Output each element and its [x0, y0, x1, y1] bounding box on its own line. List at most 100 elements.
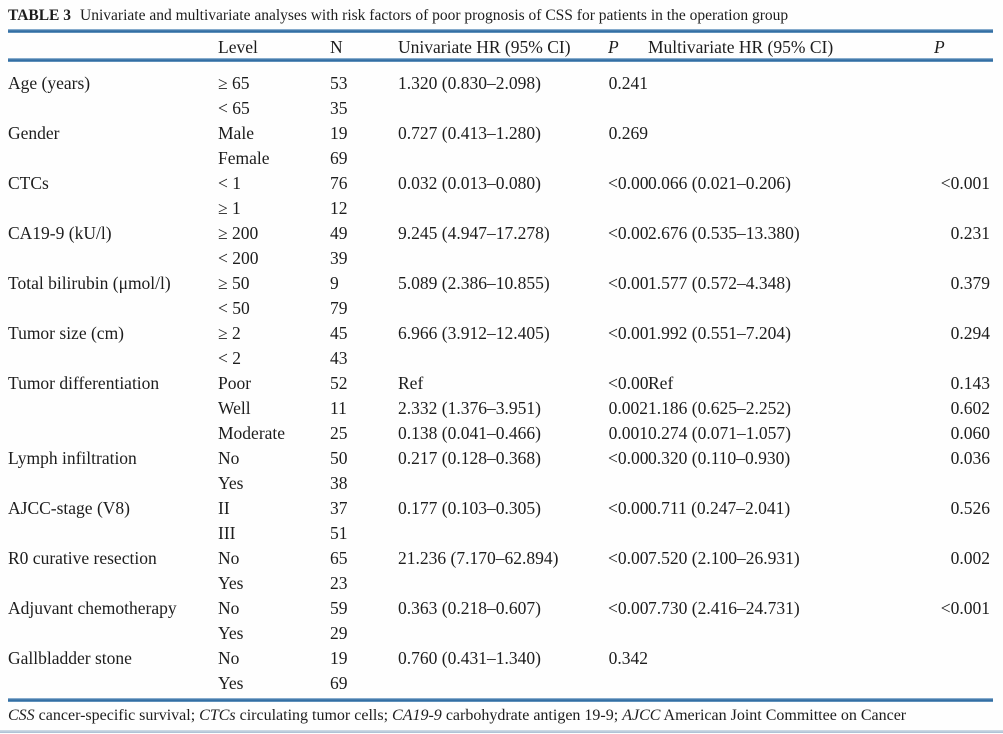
- table-row: Total bilirubin (μmol/l) ≥ 50 9 5.089 (2.38…: [8, 271, 990, 296]
- cell-level: Well: [218, 398, 251, 418]
- cell-multi_p: 0.602: [950, 398, 990, 418]
- cell-uni_p: [608, 146, 648, 171]
- cell-multi_hr: [648, 71, 934, 96]
- cell-uni_hr: 5.089 (2.386–10.855): [398, 273, 550, 293]
- cell-multi_hr: 1.186 (0.625–2.252): [648, 398, 791, 418]
- cell-multi_hr: [648, 146, 934, 171]
- cell-uni_p: <0.001: [608, 223, 648, 243]
- cell-n: 76: [330, 173, 348, 193]
- cell-multi_p: 0.231: [950, 223, 990, 243]
- table-row: III 51: [8, 521, 990, 546]
- cell-multi_p: [934, 571, 990, 596]
- table-row: < 50 79: [8, 296, 990, 321]
- cell-uni_p: [608, 571, 648, 596]
- cell-multi_hr: [648, 521, 934, 546]
- cell-multi_p: [934, 121, 990, 146]
- table-body: Age (years) ≥ 65 53 1.320 (0.830–2.098) 0.24…: [8, 71, 990, 696]
- cell-factor: [8, 521, 218, 546]
- cell-factor: Total bilirubin (μmol/l): [8, 273, 171, 293]
- table-row: Female 69: [8, 146, 990, 171]
- cell-level: Male: [218, 123, 254, 143]
- cell-uni_p: <0.001: [608, 598, 648, 618]
- cell-uni_p: [608, 671, 648, 696]
- cell-uni_p: <0.001: [608, 323, 648, 343]
- footnote: CSS cancer-specific survival; CTCs circu…: [8, 706, 995, 726]
- cell-multi_p: 0.036: [950, 448, 990, 468]
- cell-multi_p: <0.001: [940, 598, 990, 618]
- cell-uni_p: [608, 346, 648, 371]
- cell-uni_hr: 6.966 (3.912–12.405): [398, 323, 550, 343]
- cell-level: Female: [218, 148, 270, 168]
- cell-uni_hr: [398, 96, 608, 121]
- cell-uni_hr: [398, 571, 608, 596]
- cell-multi_p: 0.060: [950, 423, 990, 443]
- cell-level: < 200: [218, 248, 259, 268]
- footnote-desc-ctcs: circulating tumor cells;: [235, 707, 393, 724]
- cell-uni_p: <0.001: [608, 373, 648, 393]
- cell-factor: Gender: [8, 123, 60, 143]
- cell-multi_hr: [648, 471, 934, 496]
- cell-factor: [8, 196, 218, 221]
- table-row: R0 curative resection No 65 21.236 (7.170–6…: [8, 546, 990, 571]
- cell-level: II: [218, 498, 230, 518]
- col-header-factor: [8, 37, 218, 71]
- table-row: Yes 38: [8, 471, 990, 496]
- footnote-desc-ajcc: American Joint Committee on Cancer: [660, 707, 907, 724]
- cell-uni_hr: 1.320 (0.830–2.098): [398, 73, 541, 93]
- table-title: TABLE 3 Univariate and multivariate analy…: [8, 5, 995, 26]
- cell-uni_p: <0.001: [608, 448, 648, 468]
- table-row: < 200 39: [8, 246, 990, 271]
- cell-uni_p: [608, 96, 648, 121]
- cell-factor: CA19-9 (kU/l): [8, 223, 112, 243]
- cell-uni_p: [608, 521, 648, 546]
- cell-uni_hr: 0.760 (0.431–1.340): [398, 648, 541, 668]
- results-table: Level N Univariate HR (95% CI) P Multiva…: [8, 37, 990, 696]
- cell-multi_p: [934, 521, 990, 546]
- cell-n: 23: [330, 573, 348, 593]
- cell-uni_p: 0.241: [608, 73, 648, 93]
- cell-multi_hr: 1.992 (0.551–7.204): [648, 323, 791, 343]
- cell-multi_p: [934, 146, 990, 171]
- cell-multi_p: [934, 71, 990, 96]
- cell-uni_p: <0.001: [608, 498, 648, 518]
- footnote-desc-css: cancer-specific survival;: [34, 707, 200, 724]
- cell-factor: [8, 146, 218, 171]
- cell-n: 69: [330, 148, 348, 168]
- footnote-abbr-ajcc: AJCC: [622, 707, 661, 724]
- cell-n: 19: [330, 648, 348, 668]
- table-row: Moderate 25 0.138 (0.041–0.466) 0.001 0.274 …: [8, 421, 990, 446]
- table-row: Yes 69: [8, 671, 990, 696]
- cell-n: 49: [330, 223, 348, 243]
- cell-factor: [8, 346, 218, 371]
- cell-n: 12: [330, 198, 348, 218]
- cell-uni_hr: Ref: [398, 373, 424, 393]
- cell-factor: AJCC-stage (V8): [8, 498, 130, 518]
- cell-multi_hr: [648, 121, 934, 146]
- cell-uni_hr: [398, 146, 608, 171]
- cell-factor: Tumor size (cm): [8, 323, 125, 343]
- cell-n: 25: [330, 423, 348, 443]
- cell-multi_p: [934, 671, 990, 696]
- cell-level: No: [218, 448, 240, 468]
- cell-multi_hr: [648, 196, 934, 221]
- cell-multi_hr: [648, 621, 934, 646]
- cell-level: Moderate: [218, 423, 286, 443]
- cell-uni_hr: 21.236 (7.170–62.894): [398, 548, 559, 568]
- header-row: Level N Univariate HR (95% CI) P Multiva…: [8, 37, 990, 71]
- cell-uni_hr: 0.727 (0.413–1.280): [398, 123, 541, 143]
- cell-multi_p: [934, 621, 990, 646]
- col-header-multivariate-hr: Multivariate HR (95% CI): [648, 37, 834, 57]
- cell-uni_p: [608, 296, 648, 321]
- cell-multi_hr: [648, 346, 934, 371]
- cell-n: 19: [330, 123, 348, 143]
- cell-multi_hr: 7.520 (2.100–26.931): [648, 548, 800, 568]
- cell-multi_p: <0.001: [940, 173, 990, 193]
- cell-level: Poor: [218, 373, 252, 393]
- cell-uni_hr: 0.032 (0.013–0.080): [398, 173, 541, 193]
- cell-multi_hr: 0.274 (0.071–1.057): [648, 423, 791, 443]
- cell-factor: R0 curative resection: [8, 548, 157, 568]
- cell-uni_hr: [398, 196, 608, 221]
- cell-multi_hr: [648, 96, 934, 121]
- cell-factor: [8, 671, 218, 696]
